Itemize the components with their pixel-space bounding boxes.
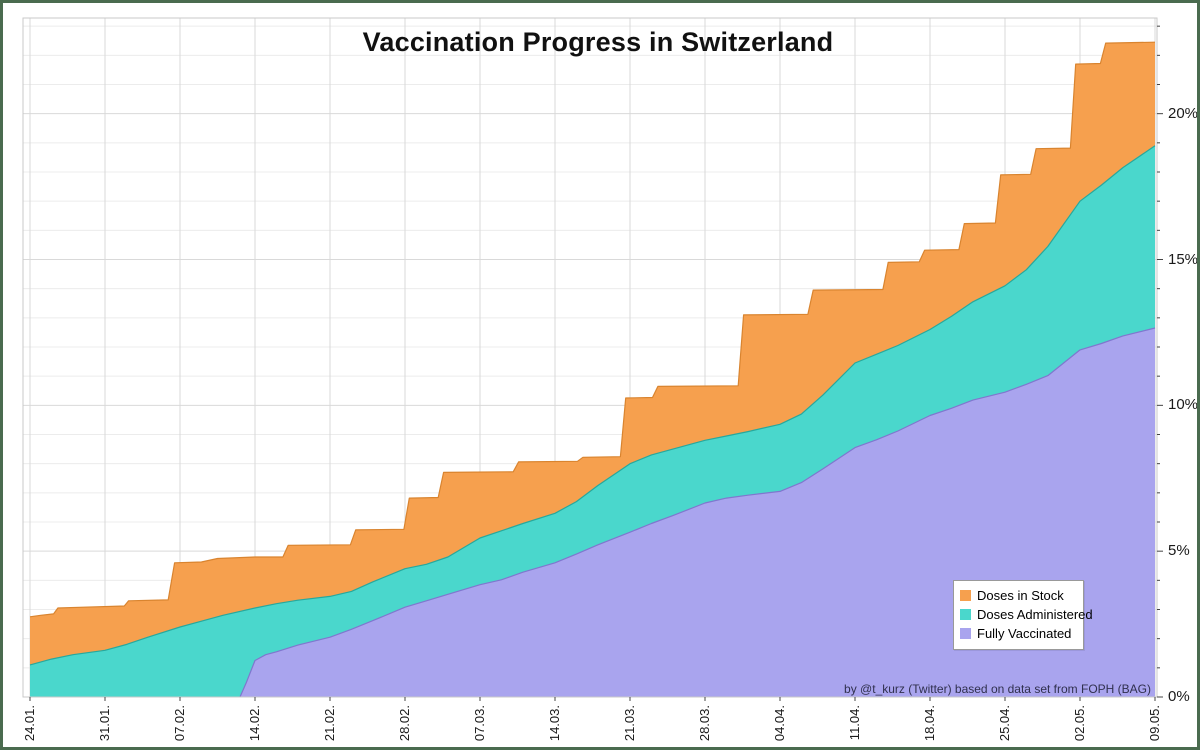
legend-swatch-fully-vaccinated (960, 628, 971, 639)
x-tick-label: 07.02. (172, 705, 187, 742)
x-tick-label: 09.05. (1147, 705, 1162, 742)
x-tick-label: 11.04. (847, 705, 862, 741)
legend-label-doses-administered: Doses Administered (977, 607, 1093, 622)
x-tick-label: 14.02. (247, 705, 262, 742)
legend-swatch-doses-administered (960, 609, 971, 620)
legend-item-doses-in-stock: Doses in Stock (960, 586, 1077, 605)
legend-swatch-doses-in-stock (960, 590, 971, 601)
y-tick-label: 5% (1168, 542, 1190, 560)
attribution-text: by @t_kurz (Twitter) based on data set f… (844, 682, 1151, 696)
legend-label-doses-in-stock: Doses in Stock (977, 588, 1064, 603)
y-tick-label: 0% (1168, 688, 1190, 705)
x-tick-label: 24.01. (22, 705, 37, 742)
y-tick-label: 20% (1168, 104, 1199, 122)
chart-title: Vaccination Progress in Switzerland (362, 27, 834, 57)
legend-label-fully-vaccinated: Fully Vaccinated (977, 626, 1072, 641)
x-tick-label: 28.02. (397, 705, 412, 742)
x-tick-label: 21.03. (622, 705, 637, 742)
y-tick-label: 10% (1168, 396, 1199, 414)
x-tick-label: 04.04. (772, 705, 787, 742)
x-tick-label: 02.05. (1072, 705, 1087, 742)
x-tick-label: 18.04. (922, 705, 937, 742)
x-tick-label: 31.01. (97, 705, 112, 742)
legend: Doses in Stock Doses Administered Fully … (953, 580, 1093, 650)
x-tick-label: 25.04. (997, 705, 1012, 742)
x-tick-label: 14.03. (547, 705, 562, 742)
y-tick-label: 15% (1168, 250, 1199, 268)
x-tick-label: 21.02. (322, 705, 337, 742)
x-tick-label: 07.03. (472, 705, 487, 742)
area-chart-canvas (22, 17, 1163, 701)
legend-item-doses-administered: Doses Administered (960, 605, 1093, 624)
legend-item-fully-vaccinated: Fully Vaccinated (960, 624, 1077, 643)
x-tick-label: 28.03. (697, 705, 712, 742)
